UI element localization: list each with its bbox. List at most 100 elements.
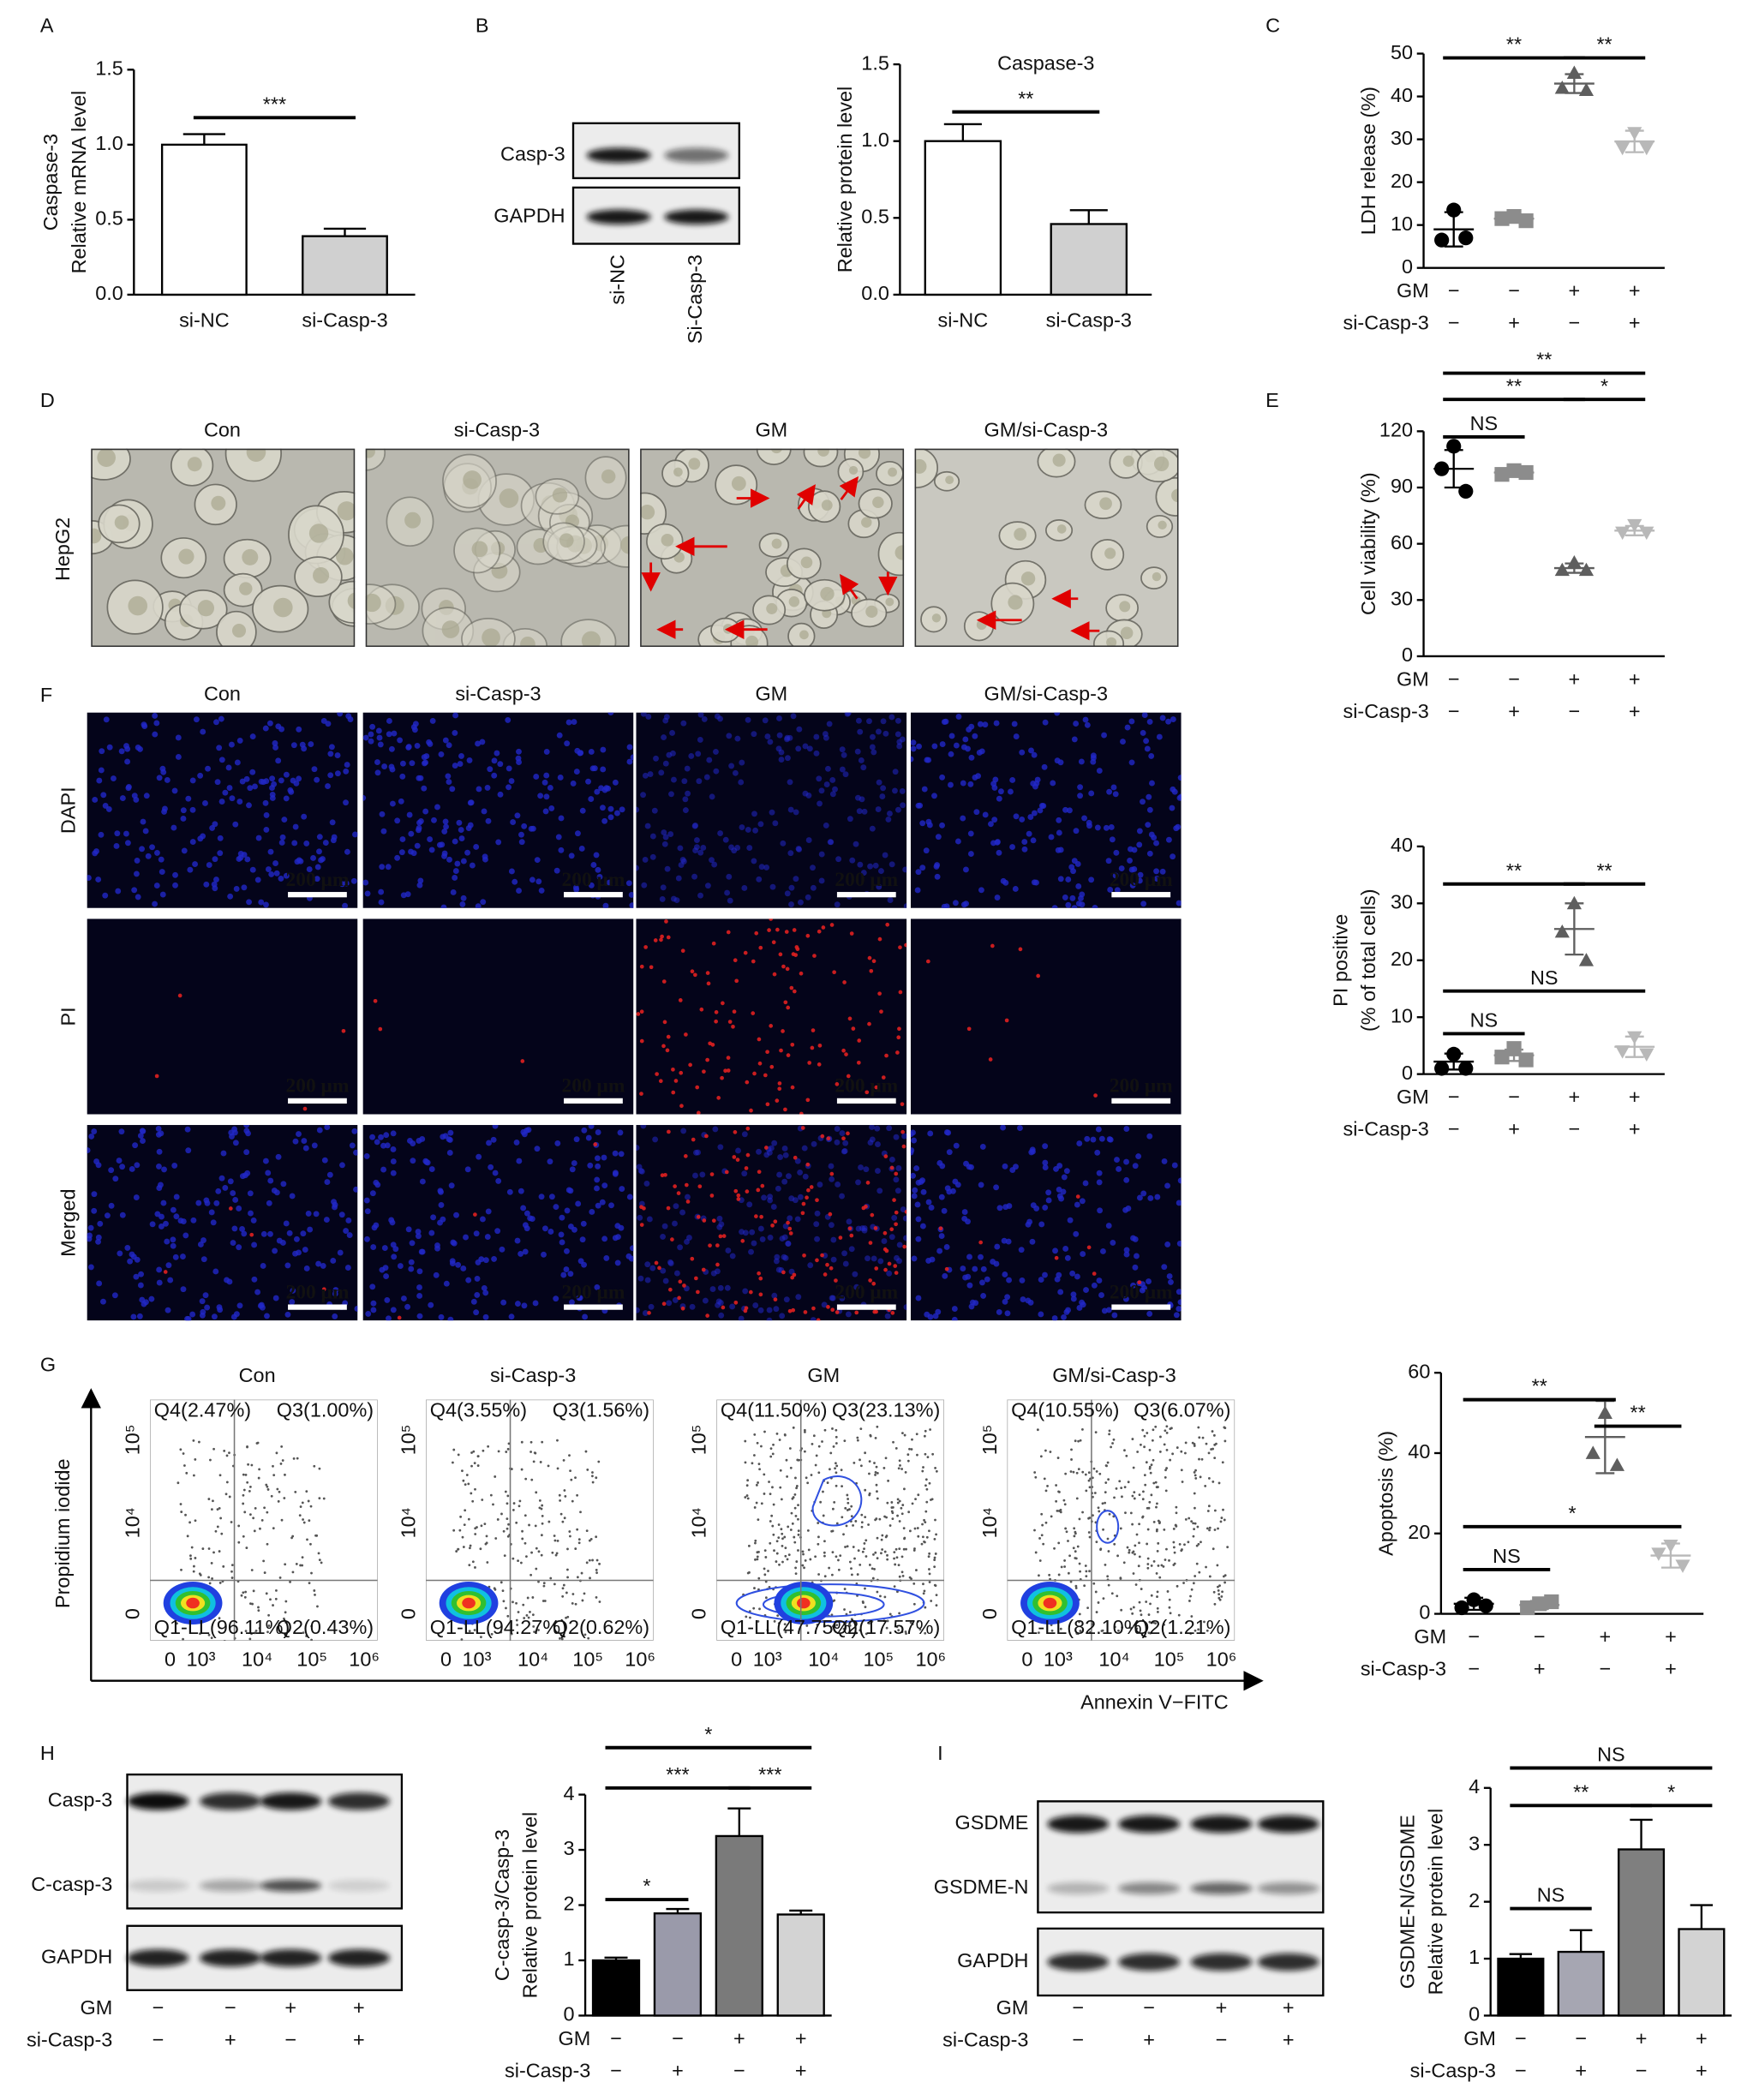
event-dot (931, 1452, 935, 1456)
event-dot (803, 1428, 806, 1432)
nucleus-dot (518, 831, 524, 838)
nucleus-dot (422, 808, 429, 815)
nucleus-dot (212, 1268, 219, 1275)
event-dot (1081, 1427, 1084, 1431)
nucleus-dot (973, 809, 980, 816)
event-dot (1043, 1477, 1046, 1481)
nucleus-dot (1128, 718, 1135, 725)
nucleus-dot (1123, 1251, 1130, 1258)
event-dot (225, 1454, 229, 1457)
nucleus-dot (296, 726, 302, 733)
nucleus-dot (600, 805, 606, 811)
nucleus-dot (953, 1142, 960, 1149)
event-dot (768, 1586, 771, 1588)
pi-dot (682, 1283, 686, 1288)
event-dot (924, 1429, 927, 1433)
event-dot (554, 1553, 558, 1557)
event-dot (515, 1601, 518, 1605)
nucleus-dot (919, 865, 926, 871)
nucleus-dot (316, 1127, 323, 1134)
flow-plot: Q4(3.55%) Q3(1.56%)Q1-LL(94.27%)Q2(0.62%) (426, 1399, 654, 1641)
nucleus-dot (607, 805, 614, 812)
nucleus-dot (845, 1311, 852, 1318)
nucleus-dot (533, 774, 540, 780)
event-dot (904, 1470, 907, 1474)
event-dot (803, 1450, 806, 1453)
nucleus-dot (232, 821, 239, 828)
nucleus-dot (968, 1164, 974, 1170)
nucleus-dot (751, 811, 757, 817)
nucleus-dot (899, 736, 906, 743)
nucleus-dot (404, 891, 411, 898)
nucleus-dot (914, 1201, 921, 1208)
nucleus-dot (919, 1223, 926, 1229)
nucleus-dot (1066, 807, 1073, 814)
pi-dot (720, 1075, 724, 1080)
event-dot (828, 1468, 831, 1471)
nucleus-dot (243, 1149, 250, 1156)
nucleus-dot (835, 1182, 841, 1188)
event-dot (894, 1446, 898, 1450)
event-dot (556, 1467, 559, 1470)
nucleus-dot (1065, 876, 1072, 882)
y-axis-label: C-casp-3/Casp-3 (491, 1829, 513, 1981)
nucleus-dot (130, 1313, 137, 1320)
nucleus-dot (882, 730, 889, 737)
event-dot (925, 1500, 929, 1504)
nucleus-dot (216, 1304, 223, 1311)
nucleus-dot (661, 734, 667, 741)
event-dot (1038, 1559, 1042, 1562)
nucleus-dot (139, 846, 146, 853)
factor-sign: − (1448, 311, 1460, 333)
nucleus-dot (287, 787, 294, 793)
nucleus-dot (1123, 1158, 1129, 1165)
nucleus (128, 595, 148, 616)
nucleus-dot (537, 793, 544, 799)
nucleus-dot (734, 735, 741, 742)
event-dot (1162, 1565, 1165, 1568)
nucleus-dot (538, 1194, 545, 1200)
event-dot (831, 1529, 835, 1533)
nucleus-dot (254, 1289, 261, 1295)
nucleus-dot (1146, 793, 1152, 800)
event-dot (1148, 1500, 1152, 1504)
event-dot (562, 1583, 565, 1587)
nucleus-dot (398, 849, 405, 856)
nucleus-dot (709, 857, 715, 864)
event-dot (1139, 1609, 1142, 1612)
event-dot (1105, 1464, 1108, 1468)
nucleus (788, 596, 800, 607)
nucleus-dot (661, 841, 668, 847)
event-dot (230, 1564, 234, 1567)
nucleus-dot (267, 848, 274, 855)
nucleus-dot (880, 718, 887, 725)
nucleus-dot (569, 1299, 575, 1306)
pi-dot (894, 1210, 899, 1215)
event-dot (561, 1594, 565, 1598)
event-dot (1201, 1436, 1205, 1439)
nucleus-dot (170, 1206, 176, 1213)
nucleus-dot (508, 1313, 515, 1320)
event-dot (791, 1497, 794, 1500)
pi-dot (704, 1134, 709, 1139)
nucleus-dot (979, 1279, 985, 1286)
event-dot (778, 1439, 781, 1441)
nucleus-dot (271, 781, 278, 787)
pi-dot (670, 1237, 674, 1241)
nucleus-dot (96, 777, 103, 784)
nucleus-dot (564, 1207, 571, 1214)
significance-label: *** (263, 93, 286, 115)
nucleus-dot (1052, 1247, 1058, 1254)
nucleus-dot (251, 1241, 258, 1248)
nucleus-dot (217, 835, 224, 841)
event-dot (1164, 1475, 1167, 1479)
nucleus-dot (289, 1299, 296, 1305)
nucleus-dot (735, 1147, 741, 1154)
pi-dot (764, 1146, 769, 1150)
nucleus-dot (334, 752, 341, 759)
nucleus-dot (456, 819, 463, 826)
nucleus (888, 467, 897, 477)
nucleus-dot (1082, 716, 1089, 723)
pi-dot (705, 1313, 709, 1318)
event-dot (250, 1463, 254, 1467)
